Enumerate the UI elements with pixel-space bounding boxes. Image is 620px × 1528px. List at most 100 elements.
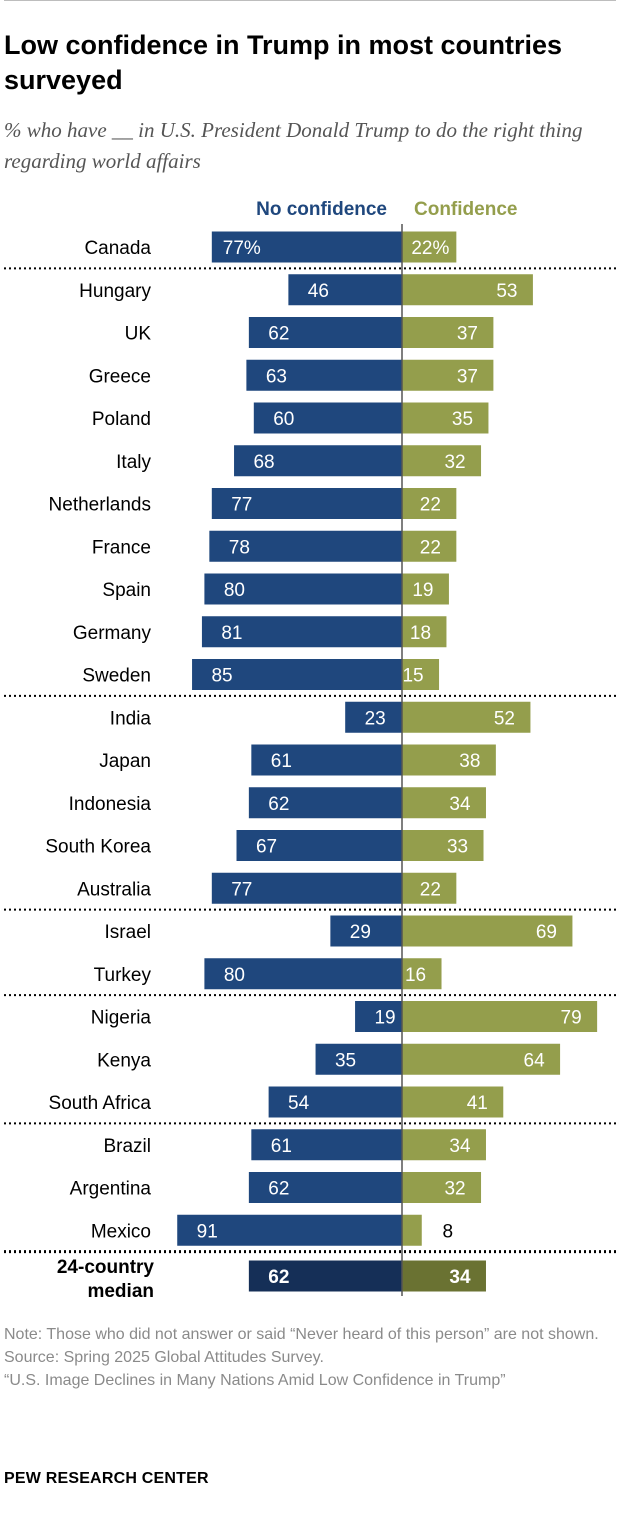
category-label: Canada xyxy=(84,238,151,259)
bar-no-confidence xyxy=(268,1086,402,1118)
legend-no-confidence: No confidence xyxy=(256,199,387,220)
bar-confidence xyxy=(402,1043,561,1075)
bar-no-confidence xyxy=(248,787,402,819)
category-label: Israel xyxy=(105,922,151,943)
bar-no-confidence xyxy=(251,744,402,776)
value-label-confidence: 22 xyxy=(420,537,441,558)
value-label-confidence: 18 xyxy=(410,623,431,644)
value-label-no-confidence: 63 xyxy=(266,366,287,387)
value-label-confidence: 53 xyxy=(496,281,517,302)
median-label-line2: median xyxy=(87,1281,154,1302)
value-label-confidence: 22 xyxy=(420,879,441,900)
bar-confidence xyxy=(402,659,440,690)
category-label: Nigeria xyxy=(91,1008,152,1029)
bar-no-confidence xyxy=(177,1214,402,1246)
bar-no-confidence xyxy=(251,1129,402,1161)
value-label-no-confidence: 77 xyxy=(231,495,252,516)
value-label-no-confidence: 61 xyxy=(271,1136,292,1157)
bar-confidence xyxy=(402,317,494,348)
value-label-no-confidence: 67 xyxy=(256,837,277,858)
category-label: Poland xyxy=(92,409,151,430)
bar-no-confidence xyxy=(315,1043,402,1075)
median-bar-confidence xyxy=(402,1260,486,1292)
category-label: Turkey xyxy=(94,965,152,986)
value-label-confidence: 38 xyxy=(459,751,480,772)
bar-no-confidence xyxy=(253,402,402,434)
note-text: Note: Those who did not answer or said “… xyxy=(4,1326,599,1343)
value-label-confidence: 79 xyxy=(561,1008,582,1029)
bar-confidence xyxy=(402,830,484,861)
value-label-no-confidence: 61 xyxy=(271,751,292,772)
value-label-confidence: 37 xyxy=(457,366,478,387)
bar-no-confidence xyxy=(204,958,402,990)
bar-no-confidence xyxy=(345,701,402,733)
chart-area: No confidence Confidence Canada 77% 22% Hunga… xyxy=(4,199,616,1302)
value-label-no-confidence: 35 xyxy=(335,1050,356,1071)
category-label: Sweden xyxy=(82,666,151,687)
category-label: Indonesia xyxy=(69,794,152,815)
bar-no-confidence xyxy=(355,1001,402,1032)
category-label: Brazil xyxy=(103,1136,151,1157)
category-label: Spain xyxy=(102,580,151,601)
bar-confidence xyxy=(402,872,457,904)
top-rule xyxy=(4,0,616,1)
value-label-no-confidence: 80 xyxy=(224,580,245,601)
value-label-confidence: 22 xyxy=(420,495,441,516)
value-label-no-confidence: 77% xyxy=(223,238,261,259)
bar-confidence xyxy=(402,1129,486,1161)
median-bar-no-confidence xyxy=(248,1260,402,1292)
category-label: Argentina xyxy=(70,1179,152,1200)
category-label: Netherlands xyxy=(49,495,151,516)
bar-confidence xyxy=(402,359,494,391)
bar-no-confidence xyxy=(204,573,402,605)
bar-no-confidence xyxy=(211,231,402,263)
bar-confidence xyxy=(402,787,486,819)
value-label-no-confidence: 23 xyxy=(365,708,386,729)
bar-confidence xyxy=(402,445,482,477)
bar-confidence xyxy=(402,1001,598,1032)
source-text: Source: Spring 2025 Global Attitudes Sur… xyxy=(4,1349,324,1366)
notes-block: Note: Those who did not answer or said “… xyxy=(4,1323,604,1392)
category-label: Kenya xyxy=(97,1050,151,1071)
category-label: Greece xyxy=(89,366,151,387)
value-label-no-confidence: 54 xyxy=(288,1093,310,1114)
value-label-confidence: 37 xyxy=(457,324,478,345)
value-label-confidence: 41 xyxy=(467,1093,488,1114)
bar-no-confidence xyxy=(209,530,402,562)
bar-confidence xyxy=(402,402,489,434)
bar-no-confidence xyxy=(248,317,402,348)
value-label-no-confidence: 62 xyxy=(268,1179,289,1200)
legend-confidence: Confidence xyxy=(414,199,517,220)
category-label: Germany xyxy=(73,623,152,644)
value-label-no-confidence: 78 xyxy=(229,537,250,558)
value-label-confidence: 64 xyxy=(524,1050,546,1071)
value-label-confidence: 32 xyxy=(444,452,465,473)
bar-confidence xyxy=(402,744,496,776)
bar-no-confidence xyxy=(236,830,402,861)
value-label-confidence: 33 xyxy=(447,837,468,858)
value-label-no-confidence: 62 xyxy=(268,794,289,815)
bar-confidence xyxy=(402,701,531,733)
median-label-line1: 24-country xyxy=(57,1257,155,1278)
bar-confidence xyxy=(402,915,573,947)
category-label: South Africa xyxy=(49,1093,152,1114)
category-label: India xyxy=(110,708,152,729)
chart-title: Low confidence in Trump in most countrie… xyxy=(4,30,563,95)
value-label-confidence: 32 xyxy=(444,1179,465,1200)
value-label-no-confidence: 19 xyxy=(374,1008,395,1029)
value-label-confidence: 15 xyxy=(402,666,423,687)
value-label-confidence: 52 xyxy=(494,708,515,729)
category-label: Italy xyxy=(116,452,151,473)
category-label: South Korea xyxy=(45,837,151,858)
bar-confidence xyxy=(402,231,457,263)
bar-no-confidence xyxy=(248,1172,402,1203)
median-value-no-confidence: 62 xyxy=(268,1267,289,1288)
value-label-confidence: 8 xyxy=(442,1221,453,1242)
bar-no-confidence xyxy=(192,659,402,690)
category-label: Australia xyxy=(77,879,151,900)
category-label: Japan xyxy=(99,751,151,772)
value-label-confidence: 69 xyxy=(536,922,557,943)
category-label: France xyxy=(92,537,151,558)
value-label-confidence: 34 xyxy=(449,1136,471,1157)
value-label-no-confidence: 85 xyxy=(211,666,232,687)
